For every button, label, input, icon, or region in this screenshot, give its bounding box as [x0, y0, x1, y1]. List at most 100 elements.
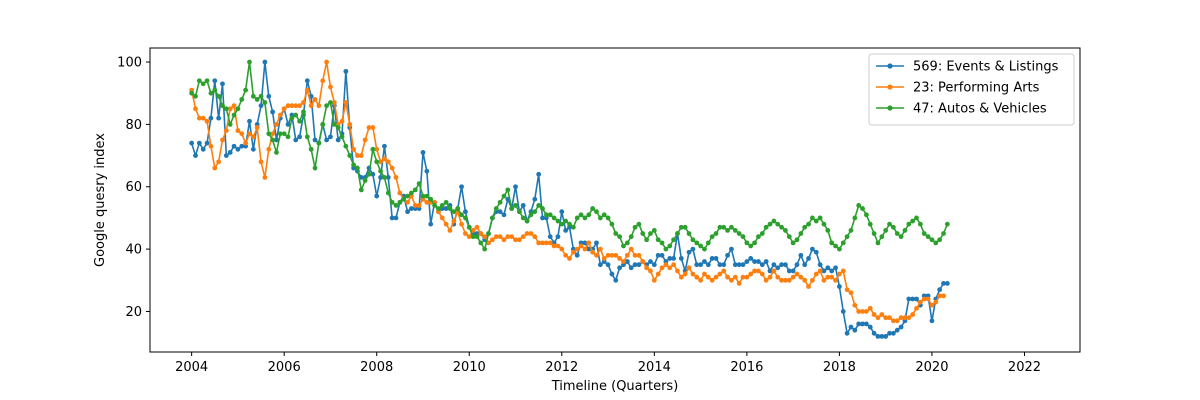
data-point	[702, 246, 707, 252]
data-point	[597, 262, 603, 268]
data-point	[721, 262, 727, 268]
data-point	[890, 224, 896, 230]
data-point	[671, 237, 677, 243]
data-point	[563, 218, 569, 224]
data-point	[393, 215, 399, 221]
data-point	[258, 159, 264, 165]
data-point	[239, 97, 245, 102]
data-point	[262, 59, 268, 65]
data-point	[833, 265, 838, 271]
data-point	[694, 240, 700, 246]
data-point	[810, 246, 815, 252]
data-point	[929, 237, 935, 243]
data-point	[304, 78, 310, 84]
data-point	[902, 315, 908, 321]
data-point	[597, 215, 603, 221]
data-point	[285, 121, 291, 127]
data-point	[220, 81, 225, 87]
data-point	[617, 256, 623, 261]
data-point	[293, 137, 299, 143]
data-point	[551, 243, 557, 249]
data-point	[239, 131, 245, 137]
data-point	[409, 190, 414, 196]
data-point	[582, 240, 588, 246]
data-point	[786, 268, 792, 274]
data-point	[694, 262, 700, 268]
data-point	[204, 78, 210, 84]
data-point	[817, 268, 823, 274]
data-point	[829, 268, 835, 274]
data-point	[748, 256, 754, 261]
data-point	[389, 215, 395, 221]
legend-marker	[887, 63, 893, 69]
data-point	[837, 284, 842, 289]
data-point	[821, 268, 827, 274]
data-point	[655, 271, 661, 277]
data-point	[401, 196, 407, 202]
data-point	[574, 252, 580, 258]
data-point	[752, 240, 757, 246]
data-point	[520, 215, 526, 221]
data-point	[837, 271, 842, 277]
data-point	[328, 134, 333, 140]
series-1	[189, 59, 946, 324]
data-point	[779, 262, 784, 268]
data-point	[274, 121, 279, 127]
data-point	[821, 277, 827, 283]
data-point	[898, 324, 904, 330]
data-point	[775, 221, 781, 227]
data-point	[837, 246, 842, 252]
data-point	[883, 334, 889, 339]
data-point	[794, 271, 800, 277]
data-point	[200, 115, 206, 121]
data-point	[374, 159, 380, 165]
data-point	[505, 234, 511, 240]
data-point	[277, 131, 283, 137]
data-point	[231, 112, 237, 118]
data-point	[509, 206, 515, 211]
data-point	[385, 159, 391, 165]
data-point	[208, 115, 214, 121]
data-point	[840, 240, 846, 246]
data-point	[590, 206, 596, 211]
data-point	[744, 274, 750, 280]
data-point	[659, 252, 665, 258]
data-point	[355, 165, 360, 171]
data-point	[536, 240, 542, 246]
data-point	[825, 274, 831, 280]
data-point	[559, 246, 565, 252]
data-point	[860, 321, 865, 327]
data-point	[883, 228, 889, 233]
data-point	[628, 246, 634, 252]
data-point	[516, 209, 522, 215]
plot-frame	[149, 47, 1081, 353]
data-point	[374, 193, 380, 199]
data-point	[709, 256, 715, 261]
data-point	[925, 296, 931, 302]
data-point	[540, 206, 545, 211]
data-point	[501, 237, 507, 243]
data-point	[732, 228, 738, 233]
data-point	[382, 174, 387, 180]
data-point	[270, 109, 276, 115]
data-point	[378, 159, 383, 165]
data-point	[613, 231, 619, 236]
data-point	[705, 240, 711, 246]
data-point	[370, 146, 376, 152]
data-point	[802, 224, 808, 230]
data-point	[863, 212, 869, 218]
data-point	[875, 315, 881, 321]
data-point	[648, 268, 653, 274]
data-point	[543, 240, 549, 246]
data-point	[813, 249, 819, 255]
data-point	[266, 146, 272, 152]
data-point	[289, 115, 295, 121]
data-point	[698, 243, 703, 249]
data-point	[713, 274, 719, 280]
data-point	[894, 327, 900, 333]
data-point	[443, 206, 449, 211]
data-point	[212, 78, 218, 84]
data-point	[393, 174, 399, 180]
data-point	[852, 302, 858, 308]
data-point	[721, 268, 727, 274]
